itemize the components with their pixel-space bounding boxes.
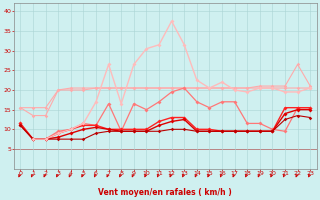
X-axis label: Vent moyen/en rafales ( km/h ): Vent moyen/en rafales ( km/h )	[99, 188, 232, 197]
